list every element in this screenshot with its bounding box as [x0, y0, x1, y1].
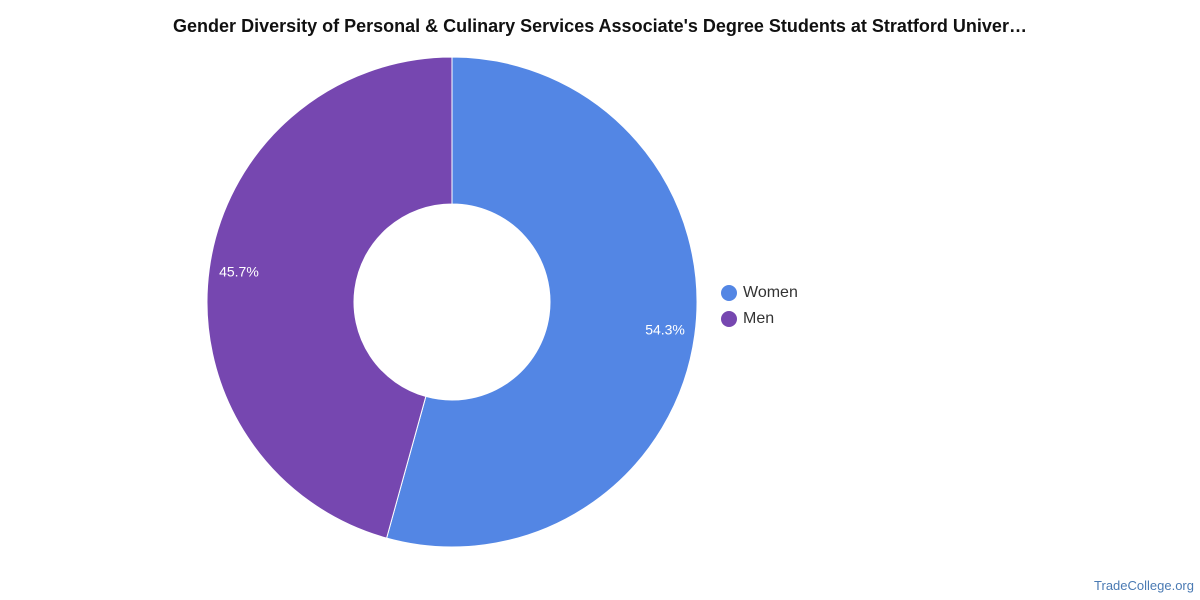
slice-women[interactable] — [385, 56, 698, 548]
legend-label-men: Men — [743, 310, 775, 327]
donut-slices — [206, 56, 698, 548]
chart-title: Gender Diversity of Personal & Culinary … — [173, 16, 1027, 36]
source-credit[interactable]: TradeCollege.org — [1094, 578, 1194, 593]
legend: Women Men — [721, 280, 798, 332]
legend-item-women[interactable]: Women — [721, 280, 798, 306]
slice-label-men: 45.7% — [219, 264, 259, 280]
slice-label-women: 54.3% — [645, 322, 685, 338]
legend-label-women: Women — [743, 284, 798, 301]
legend-swatch-men — [721, 311, 737, 327]
slice-men[interactable] — [206, 56, 453, 539]
legend-item-men[interactable]: Men — [721, 306, 798, 332]
slice-labels: 54.3% 45.7% — [219, 264, 685, 338]
legend-swatch-women — [721, 285, 737, 301]
